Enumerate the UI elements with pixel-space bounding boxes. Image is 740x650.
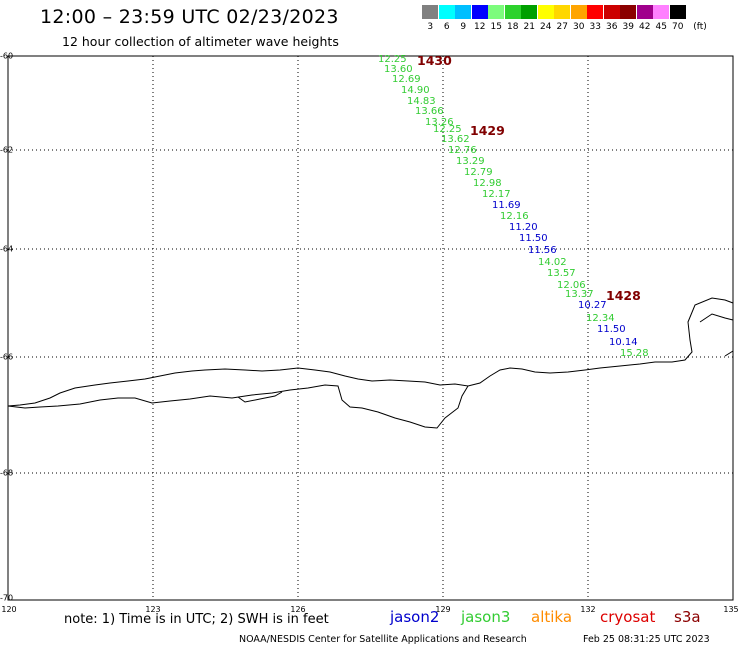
- pass-label-1430: 1430: [417, 53, 452, 68]
- wave-height-point: 12.76: [448, 145, 477, 156]
- scale-swatch-24: [537, 5, 554, 19]
- scale-label-39: 39: [622, 22, 634, 32]
- scale-swatch-3: [422, 5, 438, 19]
- wave-height-point: 13.62: [441, 134, 470, 145]
- scale-swatch-27: [554, 5, 570, 19]
- lon-label-132: 132: [580, 605, 596, 614]
- scale-label-21: 21: [523, 22, 535, 32]
- wave-height-point: 15.28: [620, 348, 649, 359]
- pass-label-1429: 1429: [470, 123, 505, 138]
- scale-label-36: 36: [606, 22, 618, 32]
- scale-swatch-70: [669, 5, 686, 19]
- wave-height-point: 12.25: [433, 124, 462, 135]
- wave-height-point: 14.90: [401, 85, 430, 96]
- scale-label-30: 30: [573, 22, 585, 32]
- legend-s3a: s3a: [674, 608, 701, 626]
- scale-swatch-21: [521, 5, 537, 19]
- wave-height-point: 11.50: [597, 324, 626, 335]
- map-title: 12:00 – 23:59 UTC 02/23/2023: [40, 6, 339, 28]
- scale-label-3: 3: [427, 22, 434, 32]
- scale-swatch-33: [587, 5, 603, 19]
- scale-label-45: 45: [655, 22, 667, 32]
- wave-height-point: 13.37: [565, 289, 594, 300]
- scale-swatch-9: [455, 5, 471, 19]
- coastline-shelf: [237, 391, 283, 403]
- coastline-east-lobe: [699, 313, 734, 323]
- map-subtitle: 12 hour collection of altimeter wave hei…: [62, 34, 339, 49]
- coastline-inlet: [7, 384, 469, 429]
- wave-height-point: 13.66: [415, 106, 444, 117]
- lon-label-135: 135: [723, 605, 739, 614]
- wave-height-point: 12.17: [482, 189, 511, 200]
- legend-altika: altika: [531, 608, 573, 626]
- scale-swatch-36: [603, 5, 620, 19]
- lon-label-120: 120: [1, 605, 17, 614]
- coastline-east-bend: [724, 350, 734, 357]
- scale-swatch-15: [488, 5, 504, 19]
- scale-label-18: 18: [507, 22, 519, 32]
- wave-height-point: 13.29: [456, 156, 485, 167]
- footer-source: NOAA/NESDIS Center for Satellite Applica…: [239, 634, 527, 645]
- map-border: [7, 55, 734, 601]
- scale-swatch-6: [438, 5, 455, 19]
- scale-label-6: 6: [443, 22, 450, 32]
- scale-label-42: 42: [639, 22, 651, 32]
- lat-label-66: -66: [0, 352, 14, 362]
- wave-height-point: 12.06: [557, 280, 586, 291]
- scale-swatch-18: [504, 5, 521, 19]
- wave-height-point: 10.14: [609, 337, 638, 348]
- wave-height-point: 10.27: [578, 300, 607, 311]
- longitude-gridlines: [152, 56, 589, 600]
- lon-label-123: 123: [145, 605, 161, 614]
- note-text: note: 1) Time is in UTC; 2) SWH is in fe…: [64, 612, 329, 627]
- wave-height-point: 11.50: [519, 233, 548, 244]
- wave-height-point: 14.83: [407, 96, 436, 107]
- scale-swatch-42: [636, 5, 653, 19]
- wave-height-point: 13.57: [547, 268, 576, 279]
- legend-jason2: jason2: [390, 608, 440, 626]
- coastline-main: [7, 297, 734, 407]
- scale-swatch-45: [653, 5, 669, 19]
- lat-label-62: -62: [0, 145, 14, 155]
- scale-label-12: 12: [474, 22, 486, 32]
- latitude-gridlines: [8, 149, 733, 474]
- pass-label-1428: 1428: [606, 288, 641, 303]
- wave-height-point: 12.25: [378, 54, 407, 65]
- coastline: [7, 297, 734, 429]
- scale-swatch-39: [620, 5, 636, 19]
- scale-label-27: 27: [556, 22, 568, 32]
- lon-label-129: 129: [435, 605, 451, 614]
- wave-height-point: 13.60: [384, 64, 413, 75]
- scale-swatch-30: [570, 5, 587, 19]
- lon-label-126: 126: [290, 605, 306, 614]
- scale-label-15: 15: [490, 22, 502, 32]
- wave-height-point: 12.79: [464, 167, 493, 178]
- lat-label-60: -60: [0, 51, 14, 61]
- scale-label-33: 33: [589, 22, 601, 32]
- lat-label-68: -68: [0, 468, 14, 478]
- legend-cryosat: cryosat: [600, 608, 656, 626]
- wave-height-point: 12.98: [473, 178, 502, 189]
- scale-unit-label: (ft): [693, 22, 707, 32]
- legend-jason3: jason3: [461, 608, 511, 626]
- wave-height-point: 12.16: [500, 211, 529, 222]
- wave-height-point: 12.34: [586, 313, 615, 324]
- wave-height-point: 11.56: [528, 245, 557, 256]
- wave-height-point: 12.69: [392, 74, 421, 85]
- lat-label-70: -70: [0, 593, 14, 603]
- scale-swatch-12: [471, 5, 488, 19]
- wave-height-point: 14.02: [538, 257, 567, 268]
- wave-height-point: 13.26: [425, 117, 454, 128]
- wave-height-point: 11.69: [492, 200, 521, 211]
- wave-height-point: 11.20: [509, 222, 538, 233]
- scale-label-24: 24: [540, 22, 552, 32]
- lat-label-64: -64: [0, 244, 14, 254]
- scale-label-70: 70: [672, 22, 684, 32]
- scale-label-9: 9: [460, 22, 467, 32]
- footer-timestamp: Feb 25 08:31:25 UTC 2023: [583, 634, 710, 645]
